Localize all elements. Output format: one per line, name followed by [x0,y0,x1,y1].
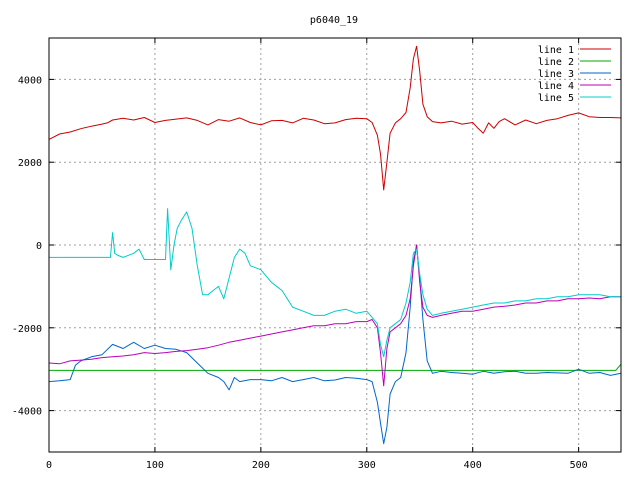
legend-label: line 2 [538,57,574,68]
y-tick-label: -2000 [12,324,42,335]
x-tick-label: 200 [252,460,270,471]
x-tick-label: 500 [570,460,588,471]
x-tick-label: 0 [46,460,52,471]
series-lines [48,45,622,445]
legend-label: line 3 [538,69,574,80]
y-axis: -4000 -2000 0 2000 4000 [12,75,621,418]
y-tick-label: -4000 [12,407,42,418]
series-line-2 [49,363,622,371]
series-line-3 [48,244,622,445]
x-tick-label: 400 [464,460,482,471]
series-line-1 [48,45,622,191]
legend-label: line 4 [538,81,574,92]
legend-label: line 5 [538,93,574,104]
x-tick-label: 100 [146,460,164,471]
grid-lines [49,38,621,452]
y-tick-label: 4000 [18,75,42,86]
series-line-5 [49,208,621,358]
y-tick-label: 0 [36,241,42,252]
legend-label: line 1 [538,45,574,56]
x-axis: 0 100 200 300 400 500 [46,38,588,471]
plot-frame [48,37,622,453]
y-tick-label: 2000 [18,158,42,169]
chart-title: p6040_19 [310,15,358,26]
series-line-4 [48,244,621,387]
x-tick-label: 300 [358,460,376,471]
